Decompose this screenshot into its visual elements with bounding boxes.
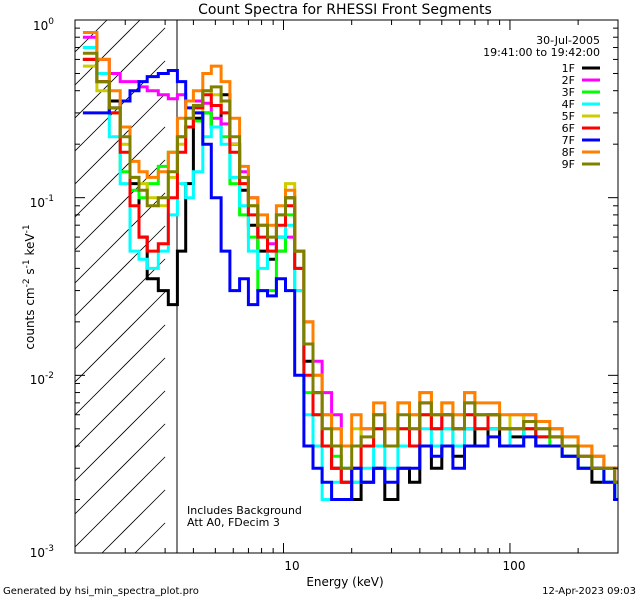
axis-ticks <box>75 19 619 554</box>
y-tick-label-1: 100 <box>33 17 54 33</box>
legend-label-2F: 2F <box>562 74 575 87</box>
x-tick-label-100: 100 <box>503 559 526 573</box>
hatch-line <box>75 357 166 449</box>
legend-time-range: 19:41:00 to 19:42:00 <box>483 46 600 59</box>
x-axis-label: Energy (keV) <box>306 575 383 589</box>
x-tick-labels: 10 100 <box>284 559 525 573</box>
x-tick-label-10: 10 <box>284 559 299 573</box>
hatch-line <box>75 456 166 548</box>
timestamp: 12-Apr-2023 09:03 <box>542 586 636 597</box>
hatch-line <box>101 489 166 553</box>
hatch-line <box>75 225 166 317</box>
series-7F <box>82 69 618 501</box>
y-tick-label-0.01: 10-2 <box>30 371 54 387</box>
legend-label-6F: 6F <box>562 122 575 135</box>
y-tick-label-0.001: 10-3 <box>30 544 54 560</box>
hatch-line <box>134 522 166 553</box>
legend-label-8F: 8F <box>562 146 575 159</box>
hatch-line <box>75 423 166 515</box>
y-tick-labels: 100 10-1 10-2 10-3 <box>30 17 55 560</box>
series-2F <box>82 35 618 470</box>
y-axis-label: counts cm-2 s-1 keV-1 <box>22 224 37 349</box>
legend-label-5F: 5F <box>562 110 575 123</box>
plot-frame <box>74 19 619 554</box>
hatch-line <box>75 291 166 383</box>
series-9F <box>82 51 618 484</box>
hatch-line <box>75 258 166 350</box>
series-8F <box>82 31 618 470</box>
annotation-attenuator: Att A0, FDecim 3 <box>187 516 280 529</box>
annotation-background: Includes Background <box>187 504 302 517</box>
legend-label-1F: 1F <box>562 62 575 75</box>
series-5F <box>82 64 618 470</box>
hatch-line <box>75 192 166 284</box>
chart-title: Count Spectra for RHESSI Front Segments <box>198 2 492 18</box>
hatch-line <box>75 159 166 251</box>
hatch-line <box>75 390 166 482</box>
generated-by: Generated by hsi_min_spectra_plot.pro <box>3 586 199 597</box>
legend-date: 30-Jul-2005 <box>536 34 600 47</box>
legend: 30-Jul-2005 19:41:00 to 19:42:00 1F2F3F4… <box>483 34 600 171</box>
excluded-region <box>75 20 178 553</box>
legend-label-3F: 3F <box>562 86 575 99</box>
hatch-line <box>75 324 166 416</box>
y-tick-label-0.1: 10-1 <box>30 194 54 210</box>
hatch-line <box>75 20 141 86</box>
legend-label-7F: 7F <box>562 134 575 147</box>
legend-label-9F: 9F <box>562 158 575 171</box>
series-layer <box>82 31 618 501</box>
legend-label-4F: 4F <box>562 98 575 111</box>
